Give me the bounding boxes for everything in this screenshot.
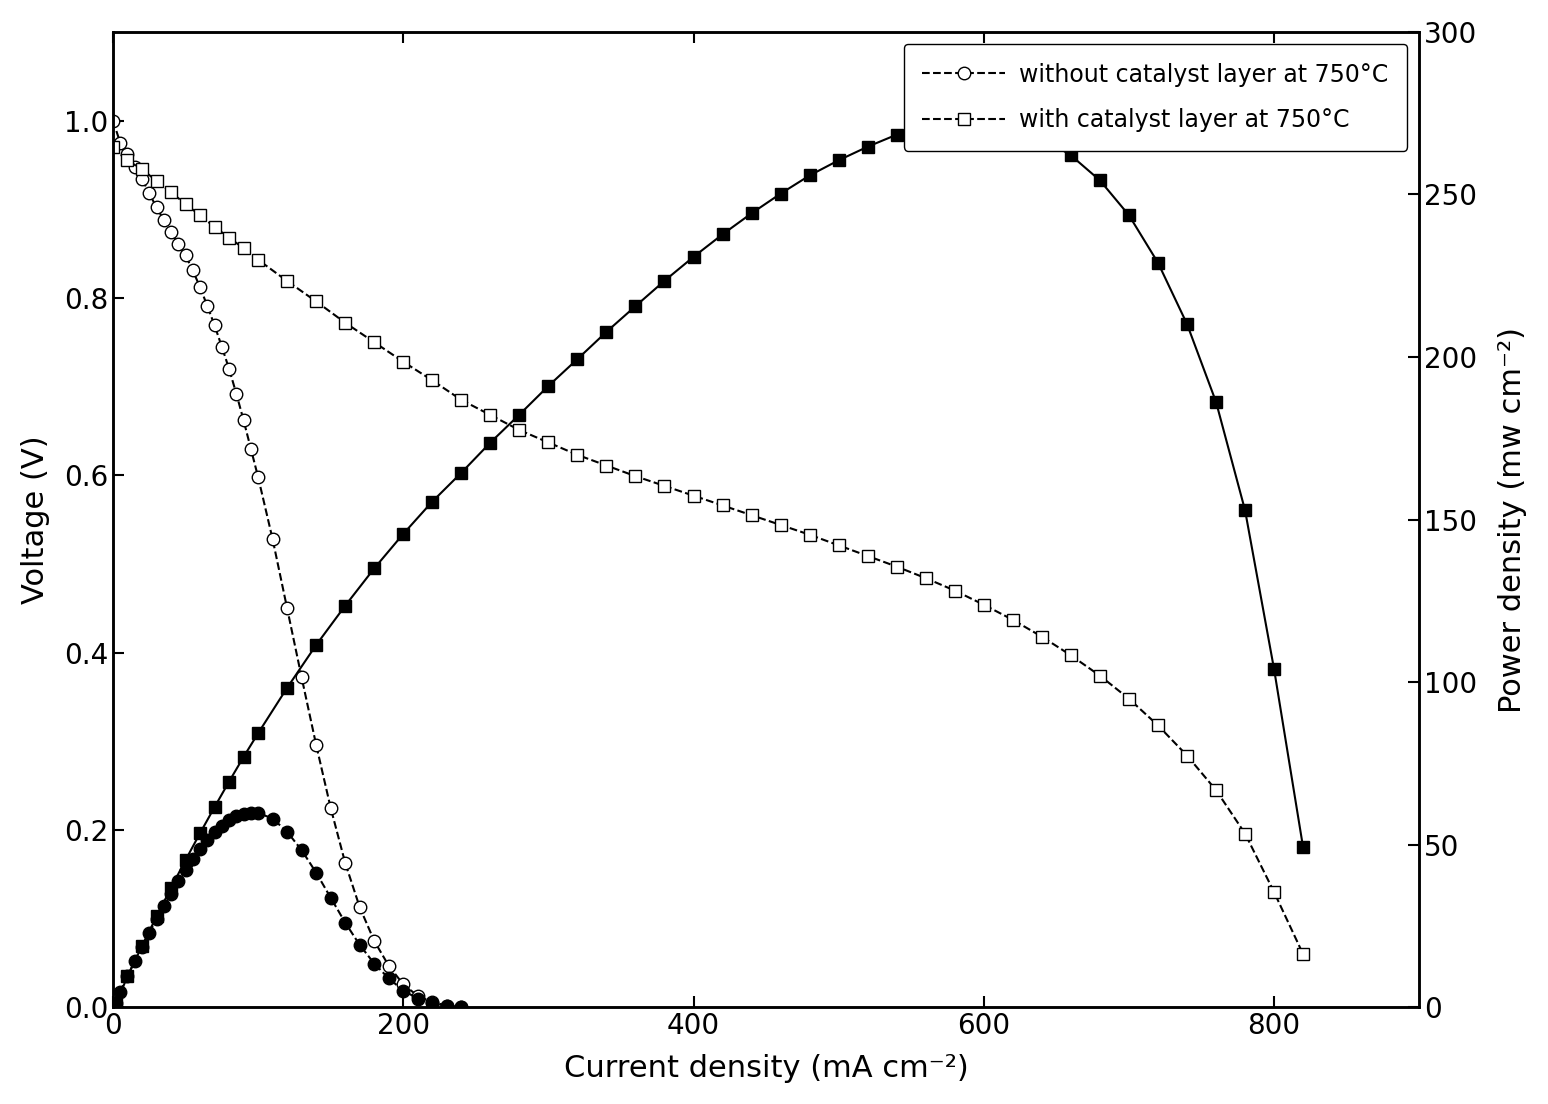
with catalyst layer at 750°C [1062, 649, 1081, 662]
with catalyst layer at 750°C [1294, 947, 1313, 960]
with catalyst layer at 750°C [190, 209, 209, 222]
Line: with catalyst layer at 750°C: with catalyst layer at 750°C [107, 141, 1310, 960]
with catalyst layer at 750°C [1091, 669, 1110, 682]
without catalyst layer at 750°C [234, 414, 252, 427]
with catalyst layer at 750°C [481, 408, 500, 422]
with catalyst layer at 750°C [1003, 613, 1022, 626]
without catalyst layer at 750°C [228, 388, 246, 401]
without catalyst layer at 750°C [336, 857, 354, 870]
without catalyst layer at 750°C [393, 978, 412, 991]
without catalyst layer at 750°C [277, 602, 296, 615]
without catalyst layer at 750°C [379, 959, 398, 973]
with catalyst layer at 750°C [234, 242, 252, 255]
with catalyst layer at 750°C [509, 424, 528, 437]
with catalyst layer at 750°C [975, 598, 994, 612]
with catalyst layer at 750°C [249, 253, 268, 266]
with catalyst layer at 750°C [1265, 885, 1283, 899]
without catalyst layer at 750°C [176, 248, 195, 262]
with catalyst layer at 750°C [800, 528, 819, 541]
with catalyst layer at 750°C [1207, 784, 1226, 797]
with catalyst layer at 750°C [887, 560, 906, 573]
with catalyst layer at 750°C [684, 489, 703, 502]
with catalyst layer at 750°C [336, 316, 354, 329]
with catalyst layer at 750°C [161, 185, 180, 199]
with catalyst layer at 750°C [655, 479, 673, 492]
with catalyst layer at 750°C [393, 355, 412, 369]
without catalyst layer at 750°C [169, 237, 187, 251]
without catalyst layer at 750°C [241, 442, 260, 455]
with catalyst layer at 750°C [539, 436, 557, 449]
without catalyst layer at 750°C [409, 989, 427, 1002]
without catalyst layer at 750°C [350, 901, 368, 914]
without catalyst layer at 750°C [423, 996, 441, 1009]
without catalyst layer at 750°C [322, 802, 341, 815]
with catalyst layer at 750°C [1033, 630, 1051, 644]
without catalyst layer at 750°C [365, 934, 384, 947]
without catalyst layer at 750°C [111, 136, 130, 149]
with catalyst layer at 750°C [1149, 719, 1167, 732]
with catalyst layer at 750°C [627, 469, 646, 482]
with catalyst layer at 750°C [277, 275, 296, 288]
without catalyst layer at 750°C [184, 264, 203, 277]
with catalyst layer at 750°C [598, 459, 616, 473]
without catalyst layer at 750°C [212, 340, 231, 353]
without catalyst layer at 750°C [190, 280, 209, 294]
Line: without catalyst layer at 750°C: without catalyst layer at 750°C [107, 115, 467, 1013]
without catalyst layer at 750°C [307, 739, 325, 752]
without catalyst layer at 750°C [263, 532, 282, 545]
without catalyst layer at 750°C [125, 160, 144, 173]
with catalyst layer at 750°C [176, 198, 195, 211]
without catalyst layer at 750°C [133, 172, 152, 185]
with catalyst layer at 750°C [133, 162, 152, 176]
without catalyst layer at 750°C [104, 114, 122, 127]
Y-axis label: Power density (mw cm⁻²): Power density (mw cm⁻²) [1498, 327, 1528, 712]
without catalyst layer at 750°C [155, 213, 173, 226]
with catalyst layer at 750°C [1178, 749, 1197, 762]
Y-axis label: Voltage (V): Voltage (V) [20, 435, 50, 604]
without catalyst layer at 750°C [161, 225, 180, 238]
with catalyst layer at 750°C [946, 584, 964, 597]
with catalyst layer at 750°C [104, 140, 122, 153]
with catalyst layer at 750°C [118, 153, 136, 167]
with catalyst layer at 750°C [452, 393, 471, 406]
with catalyst layer at 750°C [714, 499, 732, 512]
with catalyst layer at 750°C [771, 518, 789, 531]
Legend: without catalyst layer at 750°C, with catalyst layer at 750°C: without catalyst layer at 750°C, with ca… [904, 44, 1407, 150]
without catalyst layer at 750°C [220, 362, 238, 375]
with catalyst layer at 750°C [307, 295, 325, 308]
without catalyst layer at 750°C [438, 999, 457, 1012]
without catalyst layer at 750°C [452, 1001, 471, 1015]
with catalyst layer at 750°C [830, 539, 848, 552]
without catalyst layer at 750°C [118, 148, 136, 161]
with catalyst layer at 750°C [220, 231, 238, 244]
with catalyst layer at 750°C [743, 509, 762, 522]
without catalyst layer at 750°C [293, 671, 311, 684]
X-axis label: Current density (mA cm⁻²): Current density (mA cm⁻²) [563, 1054, 969, 1083]
without catalyst layer at 750°C [198, 299, 217, 312]
with catalyst layer at 750°C [365, 336, 384, 349]
with catalyst layer at 750°C [423, 374, 441, 388]
without catalyst layer at 750°C [139, 187, 158, 200]
with catalyst layer at 750°C [859, 550, 878, 563]
without catalyst layer at 750°C [147, 201, 166, 214]
with catalyst layer at 750°C [568, 448, 587, 461]
with catalyst layer at 750°C [147, 174, 166, 188]
without catalyst layer at 750°C [206, 319, 224, 332]
with catalyst layer at 750°C [206, 221, 224, 234]
without catalyst layer at 750°C [249, 470, 268, 484]
with catalyst layer at 750°C [916, 572, 935, 585]
with catalyst layer at 750°C [1119, 692, 1138, 705]
with catalyst layer at 750°C [1235, 827, 1254, 840]
